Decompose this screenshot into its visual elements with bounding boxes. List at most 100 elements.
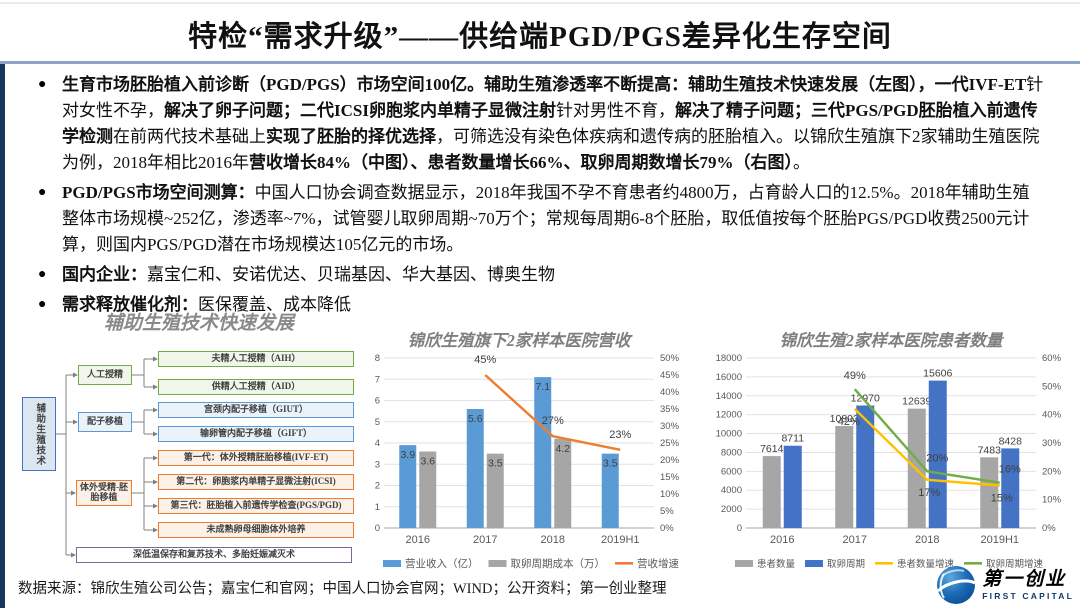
bullet-text: 解决了精子问题；三代PGS/PGD胚胎植入前遗传学检测 <box>62 101 1038 146</box>
svg-text:患者数量: 患者数量 <box>757 558 796 570</box>
svg-text:12000: 12000 <box>716 410 742 421</box>
svg-text:16000: 16000 <box>716 372 742 383</box>
bullet-text: 生育市场胚胎植入前诊断（PGD/PGS）市场空间100亿。辅助生殖渗透率不断提高… <box>62 75 1027 94</box>
diagram-leaf-node: 未成熟卵母细胞体外培养 <box>158 522 354 538</box>
svg-text:0%: 0% <box>1042 523 1056 534</box>
svg-text:10000: 10000 <box>716 429 742 440</box>
svg-text:7614: 7614 <box>760 443 784 455</box>
line-series <box>484 374 621 451</box>
diagram-root-node: 辅助生殖技术 <box>22 397 56 471</box>
svg-text:40%: 40% <box>1042 410 1062 421</box>
svg-text:10%: 10% <box>660 489 680 500</box>
bullet-text: 实现了胚胎的择优选择 <box>266 127 436 146</box>
bar <box>534 377 552 528</box>
svg-text:12970: 12970 <box>851 393 880 405</box>
bullet-item: ● PGD/PGS市场空间测算：中国人口协会调查数据显示，2018年我国不孕不育患… <box>38 180 1046 258</box>
svg-text:35%: 35% <box>660 404 680 415</box>
patient-volume-chart: 锦欣生殖2家样本医院患者数量 0 2000 4000 6000 8000 10000 1200… <box>700 330 1078 578</box>
svg-text:1: 1 <box>375 502 380 513</box>
bar <box>928 380 947 528</box>
bullet-text: 营收增长84%（中图）、患者数量增长66%、取卵周期数增长79%（右图） <box>249 153 793 172</box>
svg-text:14000: 14000 <box>716 391 742 402</box>
svg-text:15606: 15606 <box>923 368 952 380</box>
bullet-text: 国内企业： <box>62 265 147 284</box>
svg-text:4000: 4000 <box>721 485 742 496</box>
bullet-text: 在前两代技术基础上 <box>113 127 266 146</box>
diagram-leaf-node: 第二代：卵胞浆内单精子显微注射(ICSI) <box>158 474 354 490</box>
bar <box>980 457 999 528</box>
svg-text:2018: 2018 <box>541 534 565 546</box>
logo-name-cn: 第一创业 <box>982 568 1067 590</box>
bar <box>419 451 437 528</box>
svg-text:10%: 10% <box>1042 495 1062 506</box>
svg-text:2016: 2016 <box>406 534 430 546</box>
svg-text:2000: 2000 <box>721 504 742 515</box>
svg-text:5%: 5% <box>660 506 674 517</box>
bullet-text: 需求释放催化剂： <box>62 295 198 314</box>
svg-text:7: 7 <box>375 374 380 385</box>
svg-text:5: 5 <box>375 417 380 428</box>
svg-text:2017: 2017 <box>473 534 497 546</box>
svg-text:12639: 12639 <box>902 396 931 408</box>
svg-text:锦欣生殖2家样本医院患者数量: 锦欣生殖2家样本医院患者数量 <box>780 331 1005 350</box>
svg-text:3.5: 3.5 <box>603 458 618 470</box>
svg-text:16%: 16% <box>999 464 1021 476</box>
svg-text:49%: 49% <box>844 370 866 382</box>
svg-text:3.6: 3.6 <box>420 456 435 468</box>
svg-text:3.9: 3.9 <box>400 449 415 461</box>
diagram-branch-node: 人工授精 <box>78 365 132 385</box>
svg-text:20%: 20% <box>660 455 680 466</box>
bullet-text: 针对男性不育， <box>555 101 675 120</box>
line-series <box>853 388 1000 484</box>
globe-icon <box>937 566 976 604</box>
svg-text:7.1: 7.1 <box>535 381 550 393</box>
bar <box>835 425 854 528</box>
diagram-leaf-node: 供精人工授精（AID） <box>158 379 354 395</box>
bullet-dot-icon: ● <box>38 297 47 312</box>
bullet-text: 。 <box>793 153 810 172</box>
svg-text:2: 2 <box>375 481 380 492</box>
svg-text:4.2: 4.2 <box>555 443 570 455</box>
bullet-dot-icon: ● <box>38 185 47 200</box>
diagram-bottom-node: 深低温保存和复苏技术、多胎妊娠减灭术 <box>76 547 352 563</box>
assisted-reproduction-diagram: 辅助生殖技术快速发展 辅助生殖技术 人工授精 夫精人工授精（AIH） 供精人工授精（A… <box>20 313 378 572</box>
svg-text:5.6: 5.6 <box>468 413 483 425</box>
left-accent-bar <box>0 64 5 608</box>
data-source-note: 数据来源：锦欣生殖公司公告；嘉宝仁和官网；中国人口协会官网；WIND；公开资料；… <box>18 581 667 597</box>
diagram-leaf-node: 夫精人工授精（AIH） <box>158 351 354 367</box>
bullet-item: ● 国内企业：嘉宝仁和、安诺优达、贝瑞基因、华大基因、博奥生物 <box>38 262 1046 288</box>
svg-text:营业收入（亿）: 营业收入（亿） <box>405 557 479 570</box>
bullet-dot-icon: ● <box>38 77 47 92</box>
bullet-text: 嘉宝仁和、安诺优达、贝瑞基因、华大基因、博奥生物 <box>147 265 555 284</box>
diagram-title: 辅助生殖技术快速发展 <box>103 313 295 334</box>
svg-text:30%: 30% <box>660 421 680 432</box>
svg-text:27%: 27% <box>542 415 564 427</box>
svg-text:17%: 17% <box>918 487 940 499</box>
bullet-item: ● 需求释放催化剂：医保覆盖、成本降低 <box>38 292 1046 318</box>
bar-line-chart: 锦欣生殖2家样本医院患者数量 0 2000 4000 6000 8000 10000 1200… <box>716 331 1062 570</box>
svg-text:3.5: 3.5 <box>488 458 503 470</box>
svg-text:40%: 40% <box>660 387 680 398</box>
bullet-text: ，可筛选没有染色体疾病和遗传病的胚胎植入。以锦欣生殖旗下2家辅助生殖医院为例，2… <box>62 127 1040 172</box>
svg-text:45%: 45% <box>474 354 496 366</box>
svg-text:45%: 45% <box>660 370 680 381</box>
title-divider <box>0 61 1080 64</box>
svg-text:患者数量增速: 患者数量增速 <box>897 558 955 570</box>
svg-text:6000: 6000 <box>721 466 742 477</box>
bar <box>1001 448 1020 528</box>
page-title: 特检“需求升级”——供给端PGD/PGS差异化生存空间 <box>188 21 892 53</box>
svg-text:取卵周期增速: 取卵周期增速 <box>986 558 1044 570</box>
bar <box>466 409 484 528</box>
svg-text:2019H1: 2019H1 <box>601 534 640 546</box>
bullet-text: 中国人口协会调查数据显示，2018年我国不孕不育患者约4800万，占育龄人口的1… <box>62 183 1030 254</box>
svg-text:2016: 2016 <box>770 534 794 546</box>
svg-text:0%: 0% <box>660 523 674 534</box>
bullet-item: ● 生育市场胚胎植入前诊断（PGD/PGS）市场空间100亿。辅助生殖渗透率不断提… <box>38 72 1046 176</box>
svg-text:25%: 25% <box>660 438 680 449</box>
svg-text:7483: 7483 <box>978 444 1002 456</box>
svg-text:23%: 23% <box>609 429 631 441</box>
svg-text:取卵周期成本（万）: 取卵周期成本（万） <box>511 557 606 570</box>
diagram-branch-node: 配子移植 <box>78 412 132 432</box>
svg-text:8000: 8000 <box>721 447 742 458</box>
diagram-leaf-node: 输卵管内配子移植（GIFT） <box>158 426 354 442</box>
